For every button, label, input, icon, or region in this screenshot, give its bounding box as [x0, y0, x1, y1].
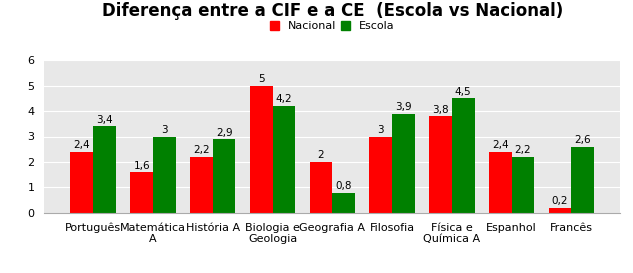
Legend: Nacional, Escola: Nacional, Escola — [265, 17, 399, 36]
Text: 2: 2 — [318, 150, 324, 161]
Text: 4,2: 4,2 — [275, 94, 292, 104]
Text: 5: 5 — [258, 74, 265, 84]
Bar — [70, 152, 93, 213]
Bar — [273, 106, 295, 213]
Bar — [310, 162, 332, 213]
Bar — [572, 147, 594, 213]
Text: 2,2: 2,2 — [193, 145, 210, 155]
Text: 3,4: 3,4 — [96, 115, 113, 125]
Text: 2,6: 2,6 — [575, 135, 591, 145]
Title: Diferença entre a CIF e a CE  (Escola vs Nacional): Diferença entre a CIF e a CE (Escola vs … — [102, 2, 563, 20]
Text: 2,9: 2,9 — [216, 127, 232, 138]
Bar — [153, 136, 176, 213]
Text: 2,4: 2,4 — [73, 140, 90, 150]
Bar — [130, 172, 153, 213]
Text: 3,9: 3,9 — [395, 102, 412, 112]
Text: 2,2: 2,2 — [515, 145, 531, 155]
Bar — [213, 139, 235, 213]
Bar — [332, 192, 355, 213]
Bar — [429, 116, 452, 213]
Bar — [549, 208, 572, 213]
Bar — [489, 152, 511, 213]
Text: 1,6: 1,6 — [134, 161, 150, 171]
Bar — [511, 157, 534, 213]
Text: 0,8: 0,8 — [335, 181, 352, 191]
Bar — [190, 157, 213, 213]
Text: 2,4: 2,4 — [492, 140, 509, 150]
Bar — [250, 85, 273, 213]
Text: 3,8: 3,8 — [432, 105, 449, 115]
Bar — [452, 98, 475, 213]
Bar — [392, 114, 415, 213]
Text: 3: 3 — [161, 125, 168, 135]
Text: 3: 3 — [377, 125, 384, 135]
Bar — [370, 136, 392, 213]
Text: 0,2: 0,2 — [552, 196, 568, 206]
Bar — [93, 126, 116, 213]
Text: 4,5: 4,5 — [455, 87, 472, 97]
